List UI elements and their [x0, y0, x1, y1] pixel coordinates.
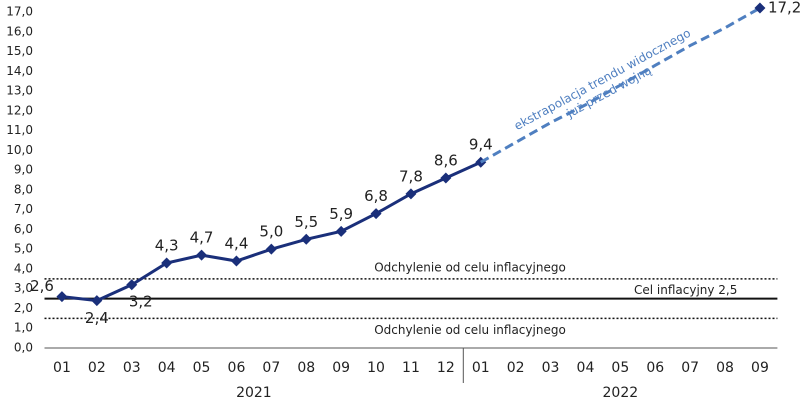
marker: [230, 255, 242, 267]
marker: [265, 243, 277, 255]
x-tick-label: 08: [716, 360, 734, 376]
reference-label: Odchylenie od celu inflacyjnego: [374, 260, 566, 274]
x-tick-label: 05: [193, 360, 211, 376]
value-label: 6,8: [364, 187, 388, 205]
x-tick-label: 02: [507, 360, 525, 376]
value-label: 2,4: [85, 309, 109, 327]
x-tick-label: 09: [332, 360, 350, 376]
marker: [196, 249, 208, 261]
value-label: 8,6: [434, 152, 458, 170]
value-label: 4,3: [155, 237, 179, 255]
marker: [405, 188, 417, 200]
x-tick-label: 01: [472, 360, 490, 376]
y-tick-label: 7,0: [14, 202, 33, 216]
x-tick-label: 02: [88, 360, 106, 376]
x-tick-label: 11: [402, 360, 420, 376]
x-tick-label: 10: [367, 360, 385, 376]
x-tick-label: 05: [611, 360, 629, 376]
marker: [370, 208, 382, 220]
x-tick-label: 01: [53, 360, 71, 376]
marker: [335, 225, 347, 237]
marker: [440, 172, 452, 184]
annotation-text: ekstrapolacja trendu widocznego: [512, 26, 693, 133]
x-tick-label: 03: [542, 360, 560, 376]
y-tick-label: 0,0: [14, 341, 33, 355]
y-tick-label: 10,0: [6, 143, 33, 157]
value-label: 5,9: [329, 205, 353, 223]
x-tick-label: 07: [681, 360, 699, 376]
y-tick-label: 14,0: [6, 64, 33, 78]
value-label: 17,2: [768, 0, 800, 17]
y-tick-label: 4,0: [14, 261, 33, 275]
value-label: 2,6: [30, 277, 54, 295]
reference-label: Odchylenie od celu inflacyjnego: [374, 323, 566, 337]
series-line: [480, 6, 761, 164]
x-group-label: 2021: [236, 385, 272, 401]
value-label: 7,8: [399, 167, 423, 185]
y-tick-label: 9,0: [14, 163, 33, 177]
marker: [754, 2, 766, 14]
y-tick-label: 5,0: [14, 242, 33, 256]
y-tick-label: 3,0: [14, 281, 33, 295]
value-label: 3,2: [129, 292, 153, 310]
x-tick-label: 08: [297, 360, 315, 376]
value-label: 4,4: [225, 235, 249, 253]
y-tick-label: 8,0: [14, 182, 33, 196]
value-label: 5,5: [294, 213, 318, 231]
y-tick-label: 15,0: [6, 44, 33, 58]
y-tick-label: 13,0: [6, 84, 33, 98]
x-tick-label: 03: [123, 360, 141, 376]
y-tick-label: 17,0: [6, 5, 33, 19]
value-label: 4,7: [190, 229, 214, 247]
x-tick-label: 06: [646, 360, 664, 376]
value-label: 9,4: [469, 136, 493, 154]
y-tick-label: 6,0: [14, 222, 33, 236]
x-tick-label: 06: [228, 360, 246, 376]
x-tick-label: 07: [262, 360, 280, 376]
marker: [126, 279, 138, 291]
value-label: 5,0: [259, 223, 283, 241]
marker: [161, 257, 173, 269]
y-tick-label: 11,0: [6, 123, 33, 137]
marker: [56, 291, 68, 303]
y-tick-label: 2,0: [14, 301, 33, 315]
reference-label: Cel inflacyjny 2,5: [634, 283, 737, 297]
x-tick-label: 04: [158, 360, 176, 376]
y-tick-label: 16,0: [6, 24, 33, 38]
y-tick-label: 1,0: [14, 321, 33, 335]
x-tick-label: 09: [751, 360, 769, 376]
x-tick-label: 04: [577, 360, 595, 376]
x-group-label: 2022: [603, 385, 639, 401]
marker: [300, 233, 312, 245]
x-tick-label: 12: [437, 360, 455, 376]
y-tick-label: 12,0: [6, 103, 33, 117]
marker: [91, 295, 103, 307]
